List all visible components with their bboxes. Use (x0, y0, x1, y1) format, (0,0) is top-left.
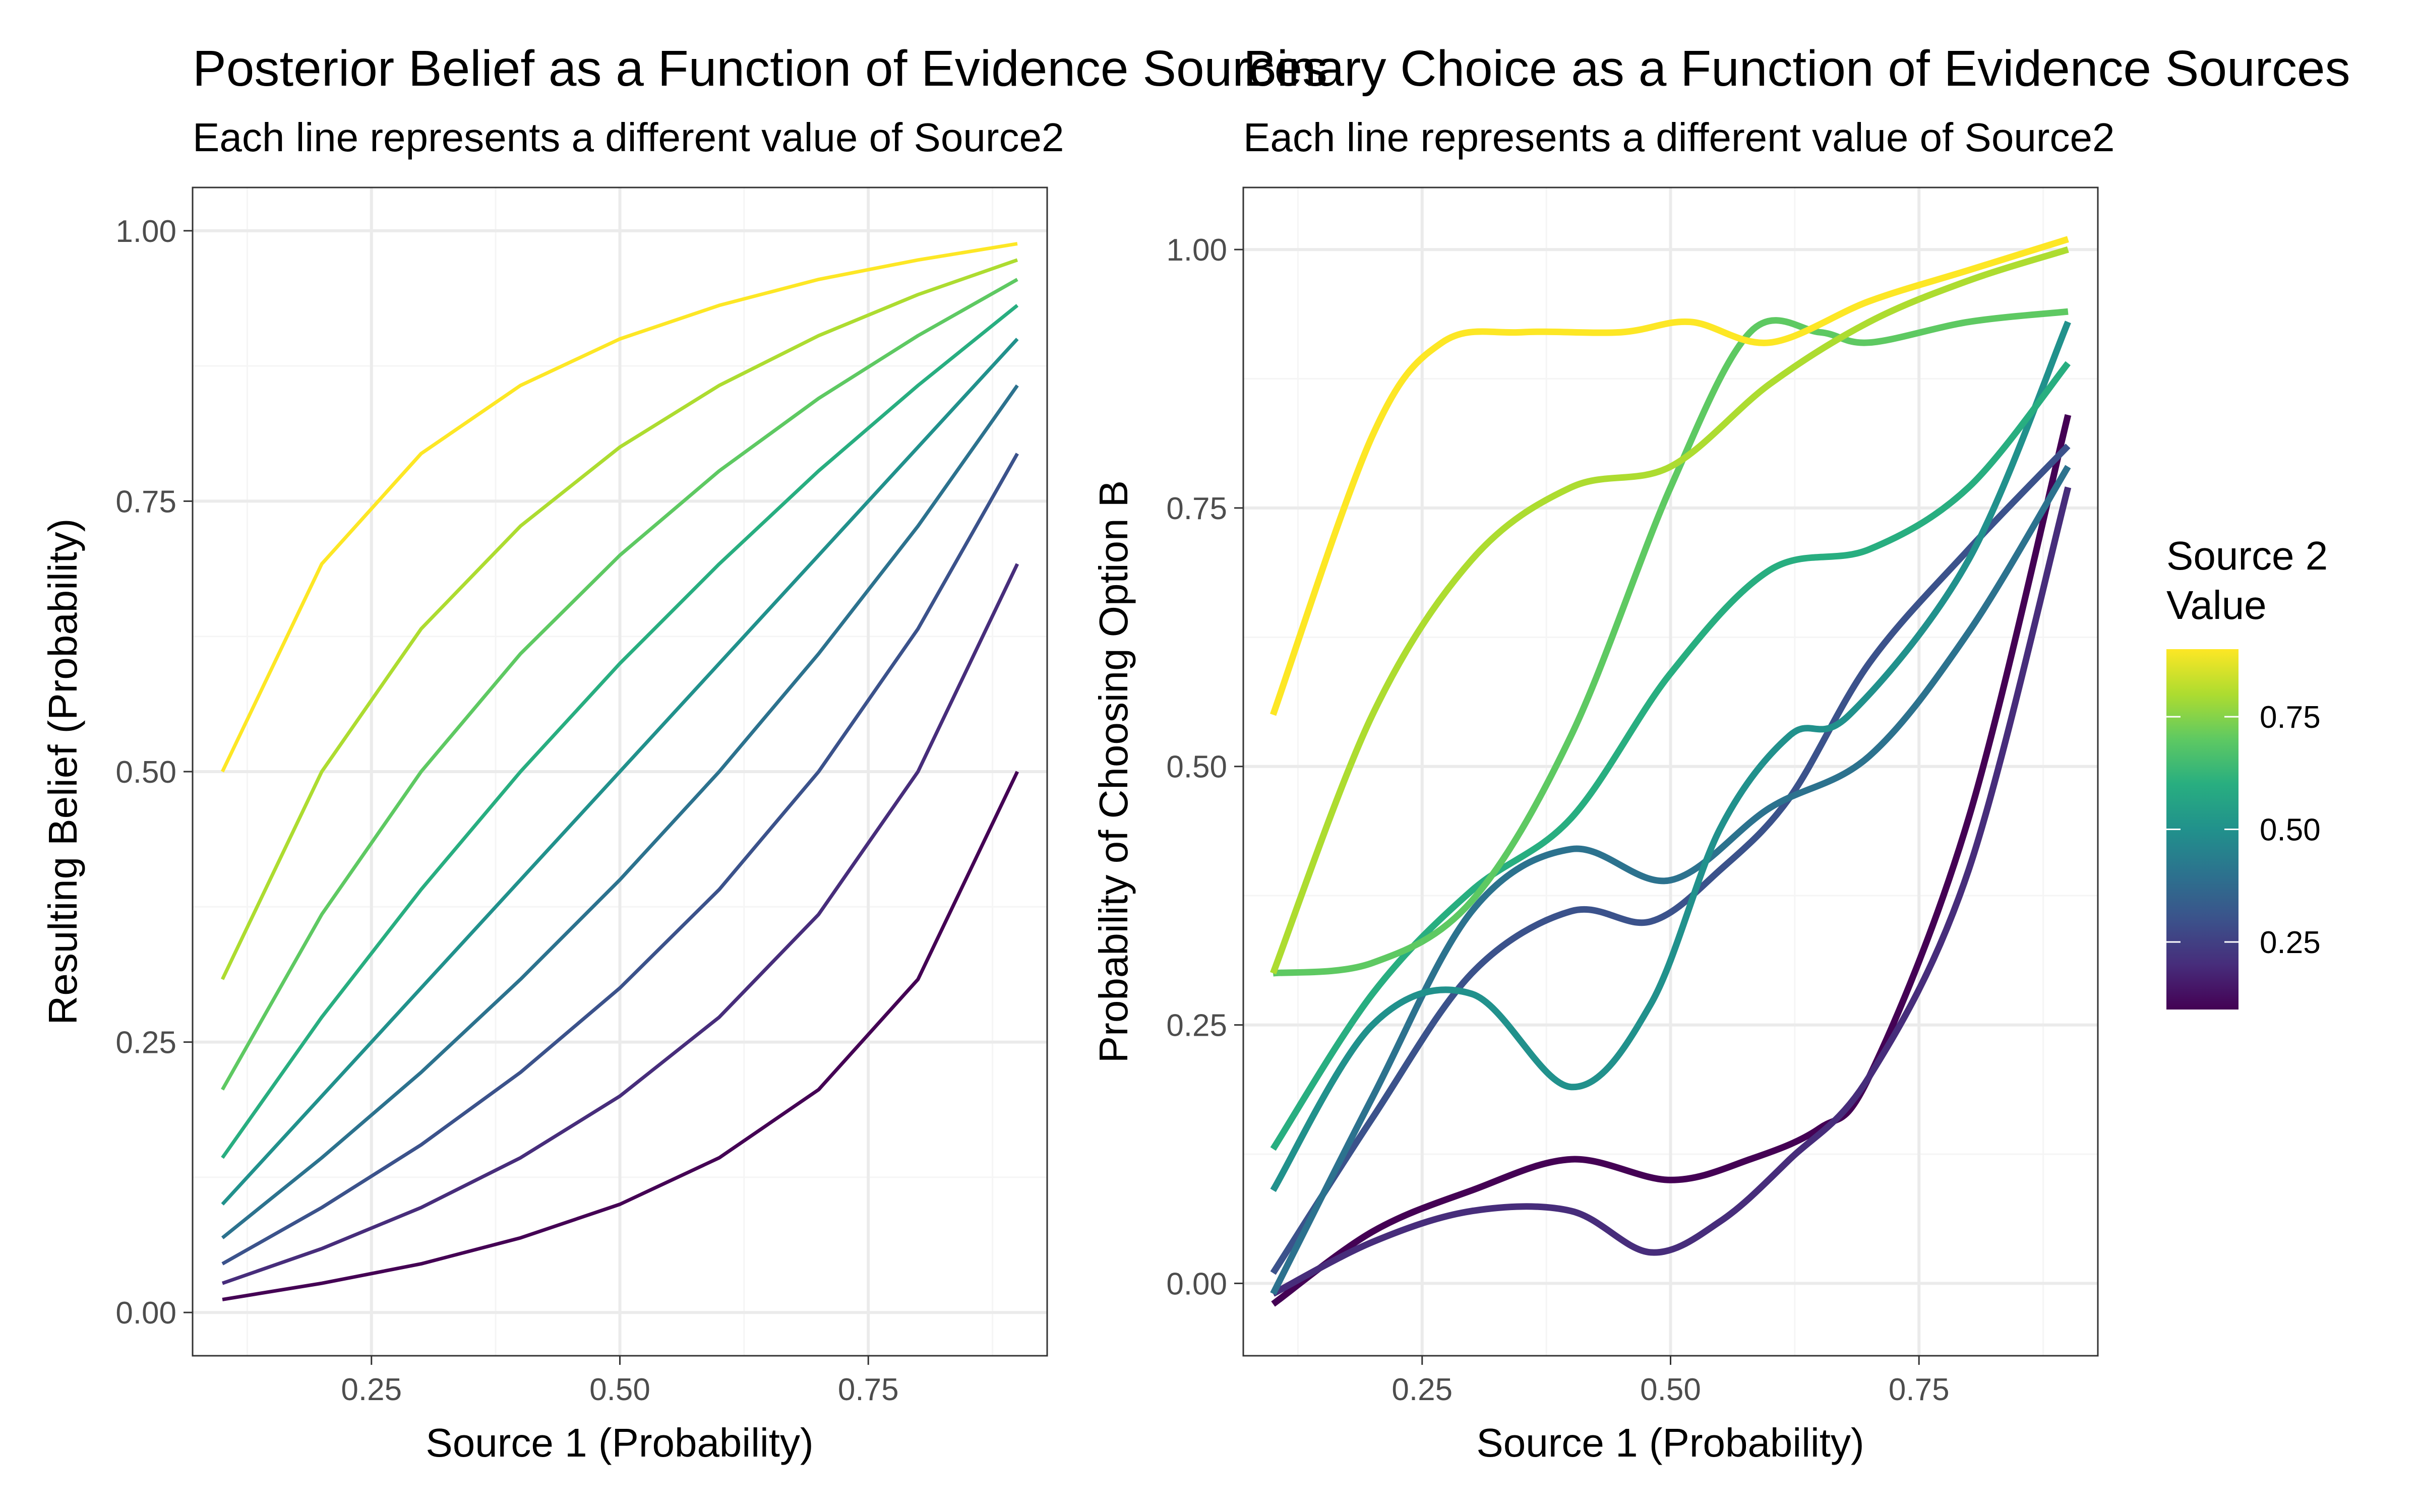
right-series-line-source2-0.9 (1269, 236, 2069, 716)
left-y-tick-label: 0.50 (115, 755, 176, 790)
left-series-line-source2-0.1 (222, 771, 1019, 1301)
right-chart-subtitle: Each line represents a different value o… (1243, 115, 2114, 160)
right-x-tick-label: 0.50 (1640, 1372, 1701, 1407)
left-y-tick-label: 0.00 (115, 1296, 176, 1331)
right-x-tick-label: 0.75 (1889, 1372, 1950, 1407)
left-series-line-source2-0.9 (220, 242, 1018, 773)
left-y-tick-label: 0.75 (115, 484, 176, 519)
left-gridlines (193, 187, 1047, 1356)
left-chart: Posterior Belief as a Function of Eviden… (40, 40, 1327, 1465)
right-y-tick-label: 0.25 (1166, 1009, 1227, 1043)
right-chart-title: Binary Choice as a Function of Evidence … (1243, 40, 2350, 97)
left-series-line-source2-0.5 (221, 338, 1019, 1206)
legend-ticks: 0.25 0.50 0.75 (2166, 700, 2321, 960)
right-y-tick-label: 0.50 (1166, 750, 1227, 785)
left-series-group (220, 242, 1019, 1301)
left-series-line-source2-0.3 (221, 453, 1019, 1266)
left-x-axis-title: Source 1 (Probability) (426, 1420, 813, 1465)
right-series-line-source2-0.2 (1272, 486, 2072, 1297)
left-x-tick-label: 0.50 (589, 1372, 650, 1407)
right-chart: Binary Choice as a Function of Evidence … (1091, 40, 2350, 1465)
right-y-tick-label: 0.00 (1166, 1267, 1227, 1301)
right-x-axis-title: Source 1 (Probability) (1476, 1420, 1864, 1465)
left-chart-subtitle: Each line represents a different value o… (193, 115, 1064, 160)
left-series-line-source2-0.8 (220, 258, 1018, 980)
left-axis-ticks: 0.25 0.50 0.75 0.00 0.25 0.50 0.75 1.00 (115, 214, 898, 1407)
left-series-line-source2-0.2 (221, 563, 1019, 1285)
legend-title-line1: Source 2 (2166, 533, 2328, 578)
right-series-line-source2-0.5 (1270, 321, 2071, 1192)
right-gridlines (1243, 187, 2098, 1356)
right-series-line-source2-0.8 (1270, 246, 2069, 975)
right-series-group (1269, 236, 2072, 1307)
right-x-tick-label: 0.25 (1392, 1372, 1453, 1407)
right-series-line-source2-0.6 (1270, 361, 2071, 1151)
left-chart-title: Posterior Belief as a Function of Eviden… (193, 40, 1327, 97)
right-series-line-source2-0.7 (1273, 308, 2069, 977)
right-axis-ticks: 0.25 0.50 0.75 0.00 0.25 0.50 0.75 1.00 (1166, 233, 1949, 1407)
right-y-tick-label: 1.00 (1166, 233, 1227, 268)
left-y-tick-label: 0.25 (115, 1026, 176, 1060)
right-y-tick-label: 0.75 (1166, 491, 1227, 526)
color-legend: Source 2 Value 0.25 0.50 0.75 (2166, 533, 2328, 1010)
right-series-line-source2-0.4 (1270, 465, 2071, 1295)
right-series-line-source2-0.1 (1271, 414, 2072, 1307)
right-series-line-source2-0.3 (1270, 444, 2071, 1275)
left-series-line-source2-0.6 (221, 304, 1019, 1159)
left-y-axis-title: Resulting Belief (Probability) (40, 519, 85, 1025)
left-x-tick-label: 0.75 (838, 1372, 899, 1407)
legend-tick-label: 0.50 (2260, 813, 2321, 848)
left-y-tick-label: 1.00 (115, 214, 176, 249)
left-series-line-source2-0.7 (221, 278, 1018, 1091)
legend-tick-label: 0.75 (2260, 700, 2321, 735)
right-y-axis-title: Probability of Choosing Option B (1091, 480, 1136, 1063)
legend-tick-label: 0.25 (2260, 925, 2321, 960)
left-x-tick-label: 0.25 (341, 1372, 402, 1407)
legend-title-line2: Value (2166, 583, 2267, 627)
left-series-line-source2-0.4 (221, 384, 1019, 1239)
